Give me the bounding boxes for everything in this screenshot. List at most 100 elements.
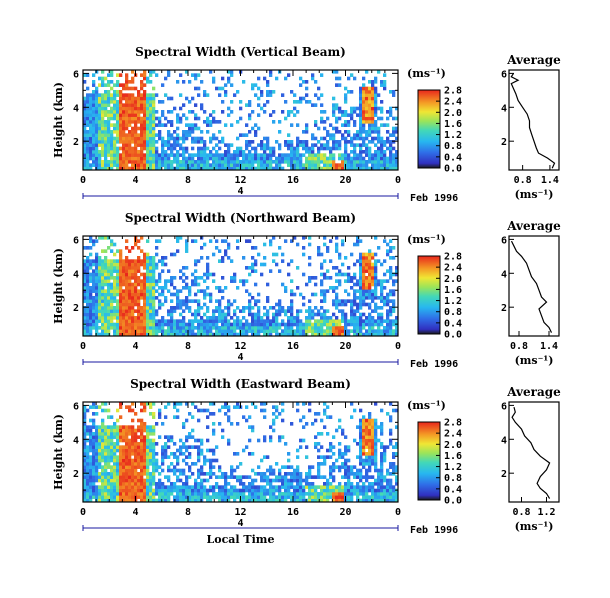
x-tick-label: 8 [185, 175, 191, 186]
colorbar-tick-label: 0.0 [444, 496, 462, 507]
colorbar-tick-label: 0.0 [444, 330, 462, 341]
heatmap-cells [83, 402, 399, 503]
x-tick-label: 16 [287, 175, 299, 186]
average-x-label: (ms⁻¹) [515, 520, 554, 533]
average-profile-line [511, 406, 551, 499]
y-tick-label: 6 [73, 235, 79, 246]
average-frame [508, 69, 560, 171]
y-axis-label: Height (km) [52, 248, 65, 324]
colorbar-tick-label: 0.8 [444, 141, 462, 152]
date-label: Feb 1996 [410, 359, 458, 370]
y-tick-label: 6 [73, 69, 79, 80]
average-y-tick-label: 4 [501, 103, 507, 114]
colorbar [417, 255, 441, 335]
colorbar-tick-label: 2.4 [444, 429, 462, 440]
colorbar-tick-label: 1.2 [444, 296, 462, 307]
average-x-label: (ms⁻¹) [515, 188, 554, 201]
x-tick-label: 20 [339, 341, 351, 352]
panel-1: Spectral Width (Northward Beam) Height (k… [52, 211, 561, 370]
colorbar-tick-label: 2.0 [444, 108, 462, 119]
average-y-tick-label: 6 [501, 69, 507, 80]
average-x-tick-label: 0.8 [514, 175, 532, 186]
colorbar-tick-label: 2.0 [444, 440, 462, 451]
panel-0: Spectral Width (Vertical Beam) Height (km… [52, 45, 561, 204]
average-profile-line [510, 240, 553, 333]
average-y-tick-label: 2 [501, 303, 507, 314]
y-axis-label: Height (km) [52, 82, 65, 158]
day-marker-label: 4 [237, 186, 243, 197]
colorbar-tick-label: 0.0 [444, 164, 462, 175]
panel-title: Spectral Width (Northward Beam) [125, 211, 356, 225]
colorbar-tick-label: 0.8 [444, 473, 462, 484]
x-tick-label: 4 [132, 175, 138, 186]
x-tick-label: 4 [132, 507, 138, 518]
x-tick-label: 0 [80, 341, 86, 352]
x-axis-label: Local Time [207, 533, 275, 546]
y-tick-label: 4 [73, 103, 79, 114]
colorbar-tick-label: 1.2 [444, 462, 462, 473]
average-frame [508, 235, 560, 337]
colorbar-tick-label: 1.6 [444, 285, 462, 296]
colorbar-tick-label: 0.4 [444, 152, 462, 163]
x-tick-label: 16 [287, 507, 299, 518]
heatmap-cells [83, 236, 399, 337]
average-y-tick-label: 6 [501, 401, 507, 412]
x-tick-label: 0 [80, 507, 86, 518]
colorbar-tick-label: 1.6 [444, 451, 462, 462]
average-x-tick-label: 1.2 [537, 507, 555, 518]
x-tick-label: 4 [132, 341, 138, 352]
colorbar-tick-label: 2.8 [444, 418, 462, 429]
colorbar-tick-label: 1.6 [444, 119, 462, 130]
colorbar-tick-label: 2.4 [444, 263, 462, 274]
x-tick-label: 0 [395, 507, 401, 518]
colorbar-tick-label: 2.0 [444, 274, 462, 285]
colorbar-tick-label: 2.8 [444, 252, 462, 263]
panel-2: Spectral Width (Eastward Beam) Height (km… [52, 377, 561, 546]
colorbar-tick-label: 0.4 [444, 318, 462, 329]
y-axis-label: Height (km) [52, 414, 65, 490]
y-tick-label: 2 [73, 137, 79, 148]
average-x-tick-label: 0.8 [510, 341, 528, 352]
panel-title: Spectral Width (Eastward Beam) [130, 377, 351, 391]
colorbar [417, 89, 441, 169]
y-tick-label: 6 [73, 401, 79, 412]
date-label: Feb 1996 [410, 193, 458, 204]
panel-title: Spectral Width (Vertical Beam) [135, 45, 346, 59]
colorbar-unit: (ms⁻¹) [407, 233, 446, 246]
y-tick-label: 4 [73, 435, 79, 446]
colorbar [417, 421, 441, 501]
x-tick-label: 12 [234, 341, 246, 352]
colorbar-tick-label: 2.4 [444, 97, 462, 108]
colorbar-unit: (ms⁻¹) [407, 67, 446, 80]
colorbar-tick-label: 0.4 [444, 484, 462, 495]
average-x-label: (ms⁻¹) [515, 354, 554, 367]
x-tick-label: 0 [395, 341, 401, 352]
colorbar-unit: (ms⁻¹) [407, 399, 446, 412]
average-x-tick-label: 0.8 [512, 507, 530, 518]
y-tick-label: 2 [73, 469, 79, 480]
date-label: Feb 1996 [410, 525, 458, 536]
average-x-tick-label: 1.4 [541, 175, 559, 186]
day-marker-label: 4 [237, 518, 243, 529]
heatmap-cells [83, 70, 399, 171]
average-y-tick-label: 4 [501, 435, 507, 446]
colorbar-tick-label: 1.2 [444, 130, 462, 141]
x-tick-label: 0 [80, 175, 86, 186]
x-tick-label: 8 [185, 341, 191, 352]
x-tick-label: 12 [234, 507, 246, 518]
colorbar-tick-label: 0.8 [444, 307, 462, 318]
x-tick-label: 16 [287, 341, 299, 352]
day-marker-label: 4 [237, 352, 243, 363]
colorbar-tick-label: 2.8 [444, 86, 462, 97]
x-tick-label: 20 [339, 507, 351, 518]
average-x-tick-label: 1.4 [540, 341, 558, 352]
average-y-tick-label: 6 [501, 235, 507, 246]
average-title: Average [506, 53, 561, 67]
y-tick-label: 2 [73, 303, 79, 314]
average-title: Average [506, 385, 561, 399]
y-tick-label: 4 [73, 269, 79, 280]
x-tick-label: 20 [339, 175, 351, 186]
average-profile-line [510, 73, 556, 169]
x-tick-label: 8 [185, 507, 191, 518]
